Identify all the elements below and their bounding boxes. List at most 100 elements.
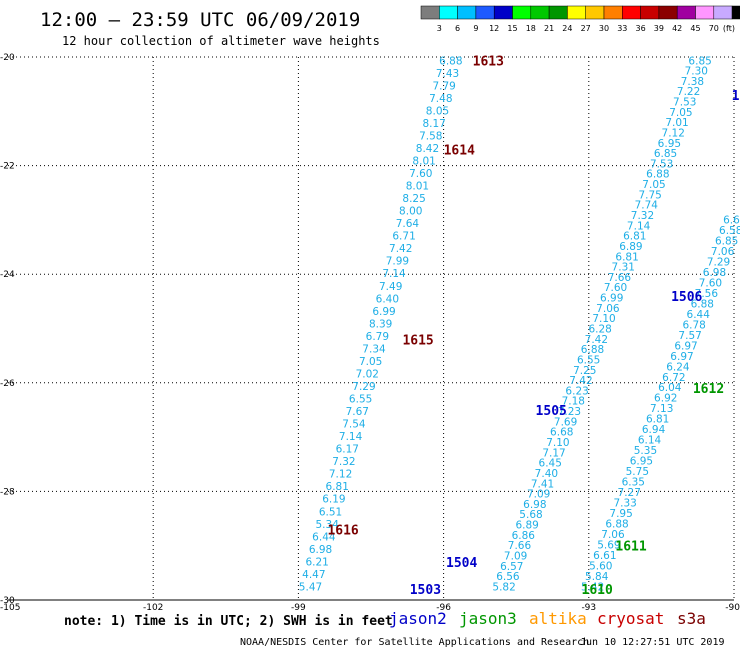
swh-value: 7.05 <box>359 356 382 368</box>
swh-value: 5.47 <box>299 581 322 593</box>
swh-value: 7.66 <box>608 272 632 284</box>
swh-value: 7.06 <box>601 529 625 541</box>
swh-value: 7.13 <box>650 403 673 415</box>
legend-label: 39 <box>654 24 664 33</box>
swh-value: 6.78 <box>682 319 705 331</box>
swh-value: 7.75 <box>638 189 661 201</box>
swh-value: 7.10 <box>546 437 569 449</box>
swh-value: 7.42 <box>389 243 412 255</box>
swh-value: 7.66 <box>508 540 532 552</box>
swh-value: 7.69 <box>554 416 577 428</box>
legend-label: 15 <box>507 24 517 33</box>
legend-label: 18 <box>526 24 536 33</box>
swh-value: 6.45 <box>539 458 562 470</box>
swh-value: 7.42 <box>569 375 592 387</box>
swh-value: 7.27 <box>618 487 641 499</box>
swh-value: 7.02 <box>356 368 379 380</box>
y-tick-label: -20 <box>0 53 15 63</box>
swh-value: 6.57 <box>500 561 523 573</box>
swh-value: 7.33 <box>613 498 636 510</box>
swh-value: 6.40 <box>376 293 399 305</box>
swh-value: 7.60 <box>699 277 722 289</box>
swh-value: 7.34 <box>362 343 386 355</box>
x-tick-label: -96 <box>436 603 451 613</box>
swh-value: 7.12 <box>329 469 352 481</box>
swh-value: 8.01 <box>406 181 429 193</box>
swh-value: 7.09 <box>504 550 527 562</box>
swh-value: 6.61 <box>593 550 616 562</box>
swh-value: 7.43 <box>436 68 459 80</box>
cycle-label: 1611 <box>615 540 646 555</box>
cycle-label: 1504 <box>446 556 477 571</box>
legend-label: 21 <box>544 24 554 33</box>
swh-value: 8.39 <box>369 318 392 330</box>
swh-value: 8.01 <box>412 155 435 167</box>
swh-value: 7.06 <box>596 303 620 315</box>
x-tick-label: -105 <box>0 603 20 613</box>
legend-swatch <box>585 5 605 20</box>
legend-swatch <box>695 5 715 20</box>
legend-swatch <box>676 5 696 20</box>
x-tick-label: -93 <box>581 603 596 613</box>
satellite-legend: jason2 jason3 altika cryosat s3a <box>389 609 706 628</box>
swh-value: 7.31 <box>612 262 635 274</box>
satellite-altika: altika <box>529 609 587 628</box>
legend-swatch <box>493 5 513 20</box>
chart-title: 12:00 – 23:59 UTC 06/09/2019 <box>40 9 360 31</box>
legend-label: 12 <box>489 24 499 33</box>
swh-value: 5.68 <box>519 509 542 521</box>
cycle-label: 1503 <box>410 583 441 598</box>
swh-value: 7.29 <box>352 381 375 393</box>
swh-value: 7.64 <box>396 218 420 230</box>
swh-value: 7.54 <box>342 419 366 431</box>
legend-swatch <box>567 5 586 20</box>
swh-value: 7.56 <box>695 288 719 300</box>
swh-value: 6.21 <box>305 556 328 568</box>
swh-value: 7.14 <box>627 220 651 232</box>
swh-value: 7.53 <box>650 158 673 170</box>
swh-value: 6.86 <box>512 530 536 542</box>
swh-value: 6.88 <box>691 298 714 310</box>
swh-value: 8.25 <box>402 193 425 205</box>
plot-background <box>8 57 734 600</box>
swh-value: 6.88 <box>605 519 628 531</box>
legend-swatch <box>622 5 641 20</box>
swh-value: 7.48 <box>429 93 452 105</box>
swh-value: 7.09 <box>527 489 550 501</box>
y-axis-ticks: -20 -22 -24 -26 -28 -30 <box>0 53 15 606</box>
swh-value: 6.98 <box>309 544 332 556</box>
legend-label: 30 <box>599 24 609 33</box>
cycle-label: 1612 <box>693 382 724 397</box>
swh-value: 7.32 <box>332 456 355 468</box>
legend-label: 70 <box>709 24 719 33</box>
swh-value: 7.41 <box>531 478 554 490</box>
x-axis-ticks: -105 -102 -99 -96 -93 -90 <box>0 603 740 613</box>
cycle-label: 1614 <box>444 143 475 158</box>
swh-value: 5.34 <box>316 519 340 531</box>
swh-value: 4.47 <box>302 569 325 581</box>
swh-value: 6.98 <box>523 499 546 511</box>
swh-value: 6.55 <box>349 394 372 406</box>
swh-value: 6.99 <box>600 293 623 305</box>
swh-value: 6.88 <box>646 169 669 181</box>
legend-label: 33 <box>617 24 627 33</box>
swh-value: 7.30 <box>685 66 708 78</box>
swh-value: 7.79 <box>432 80 455 92</box>
swh-value: 6.81 <box>615 251 638 263</box>
legend-label: 45 <box>690 24 700 33</box>
swh-value: 6.44 <box>687 309 711 321</box>
swh-value: 6.28 <box>588 324 611 336</box>
swh-value: 7.42 <box>585 334 608 346</box>
legend-label: 36 <box>636 24 646 33</box>
y-tick-label: -28 <box>0 487 15 497</box>
swh-value: 8.17 <box>422 118 445 130</box>
swh-value: 7.22 <box>677 86 700 98</box>
swh-value: 6.95 <box>630 456 653 468</box>
swh-value: 7.17 <box>542 447 565 459</box>
swh-value: 7.10 <box>592 313 615 325</box>
swh-value: 7.58 <box>419 130 442 142</box>
swh-value: 6.85 <box>654 148 677 160</box>
legend-label: (ft) <box>723 24 735 33</box>
legend-label: 9 <box>473 24 478 33</box>
cycle-label: 1616 <box>327 523 358 538</box>
